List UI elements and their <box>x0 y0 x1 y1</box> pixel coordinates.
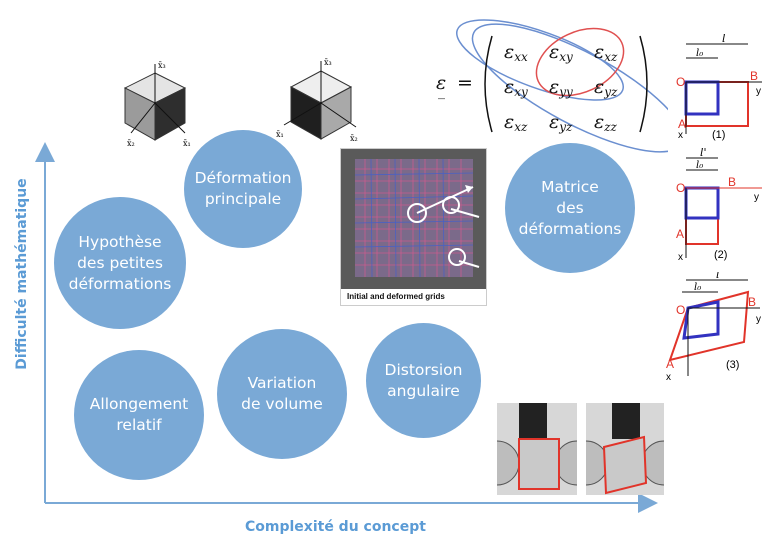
svg-text:x: x <box>678 252 683 263</box>
deformation-sketch-3: l l₀ O B A y x (3) <box>666 272 761 383</box>
grid-caption: Initial and deformed grids <box>347 292 445 301</box>
deformed-grid-photo: Initial and deformed grids <box>340 148 487 306</box>
matrix-equals: = <box>457 72 473 94</box>
svg-text:B: B <box>728 175 736 189</box>
svg-text:A: A <box>676 227 684 241</box>
svg-text:B: B <box>750 69 758 83</box>
deformation-sketch-1: l l₀ O B A y x (1) <box>676 34 762 141</box>
svg-text:l: l <box>722 34 726 45</box>
svg-text:O: O <box>676 181 685 195</box>
svg-text:l₀: l₀ <box>696 160 703 171</box>
principal-axes-cube-2: x̄₃ x̄₁ x̄₂ <box>276 58 358 143</box>
svg-text:x̄₂: x̄₂ <box>350 134 358 143</box>
svg-text:x̄₁: x̄₁ <box>276 130 284 139</box>
svg-text:O: O <box>676 75 685 89</box>
concept-petites-deformations: Hypothèse des petites déformations <box>54 197 186 329</box>
specimen-photo-2 <box>586 403 664 495</box>
svg-text:x: x <box>678 130 683 141</box>
concept-allongement-relatif: Allongement relatif <box>74 350 204 480</box>
svg-text:y: y <box>754 192 759 203</box>
svg-text:A: A <box>678 117 686 131</box>
concept-matrice-deformations: Matrice des déformations <box>505 143 635 273</box>
svg-text:l₀: l₀ <box>694 282 701 293</box>
grid-image <box>341 149 486 289</box>
svg-text:O: O <box>676 303 685 317</box>
svg-text:l': l' <box>700 148 707 159</box>
svg-text:l₀: l₀ <box>696 48 703 59</box>
matrix-decorations <box>456 19 668 153</box>
svg-text:(1): (1) <box>712 129 725 141</box>
svg-text:x: x <box>666 372 671 383</box>
strain-matrix: ε _ = εxx εxy εxz εxy εyy εyz εxz εyz εz… <box>428 6 668 154</box>
matrix-symbol: ε <box>436 72 447 94</box>
svg-text:y: y <box>756 314 761 325</box>
svg-text:l: l <box>716 272 720 281</box>
principal-axes-cube-1: x̄₃ x̄₂ x̄₁ <box>123 61 191 148</box>
specimen-photo-1 <box>497 403 577 495</box>
axis-x2-label: x̄₂ <box>127 139 135 148</box>
deformation-sketch-2: l' l₀ O B A y x (2) <box>676 148 762 263</box>
axis-x1-label: x̄₁ <box>183 139 191 148</box>
svg-text:y: y <box>756 86 761 97</box>
x-axis-label: Complexité du concept <box>245 519 426 535</box>
svg-text:x̄₃: x̄₃ <box>324 58 332 67</box>
svg-text:(3): (3) <box>726 359 739 371</box>
concept-distorsion-angulaire: Distorsion angulaire <box>366 323 481 438</box>
y-axis-label: Difficulté mathématique <box>14 178 30 370</box>
concept-deformation-principale: Déformation principale <box>184 130 302 248</box>
axis-x3-label: x̄₃ <box>158 61 166 70</box>
svg-text:A: A <box>666 357 674 371</box>
concept-variation-volume: Variation de volume <box>217 329 347 459</box>
svg-text:B: B <box>748 295 756 309</box>
svg-text:(2): (2) <box>714 249 727 261</box>
